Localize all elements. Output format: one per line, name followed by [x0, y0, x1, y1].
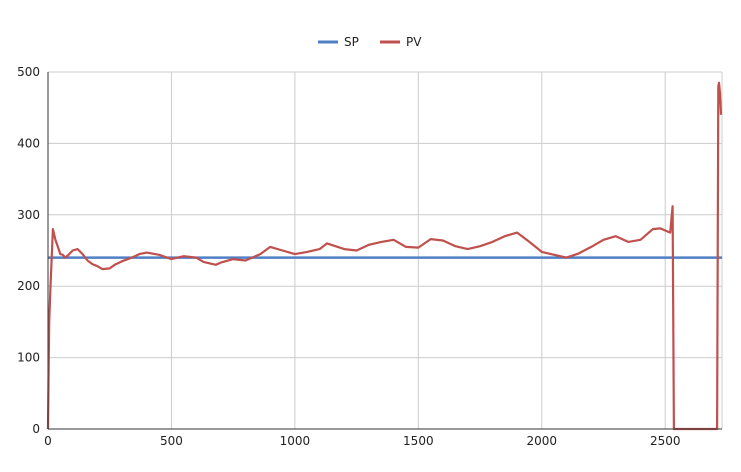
y-tick-label-2: 200 [17, 279, 40, 293]
y-tick-label-1: 100 [17, 351, 40, 365]
chart-grid [48, 71, 723, 429]
x-tick-label-1: 500 [160, 434, 183, 448]
y-axis-ticks: 0 100 200 300 400 500 [17, 65, 40, 436]
x-tick-label-2: 1000 [280, 434, 311, 448]
y-tick-label-4: 400 [17, 136, 40, 150]
y-tick-label-5: 500 [17, 65, 40, 79]
legend-label-sp: SP [344, 35, 359, 49]
x-tick-label-3: 1500 [403, 434, 434, 448]
legend-label-pv: PV [406, 35, 422, 49]
x-tick-label-5: 2500 [650, 434, 681, 448]
series-line-pv [46, 81, 723, 431]
x-axis-ticks: 0 500 1000 1500 2000 2500 [44, 434, 680, 448]
chart-legend: SP PV [318, 35, 422, 49]
chart-series [46, 81, 723, 431]
x-tick-label-0: 0 [44, 434, 52, 448]
x-tick-label-4: 2000 [526, 434, 557, 448]
y-tick-label-3: 300 [17, 208, 40, 222]
y-tick-label-0: 0 [32, 422, 40, 436]
